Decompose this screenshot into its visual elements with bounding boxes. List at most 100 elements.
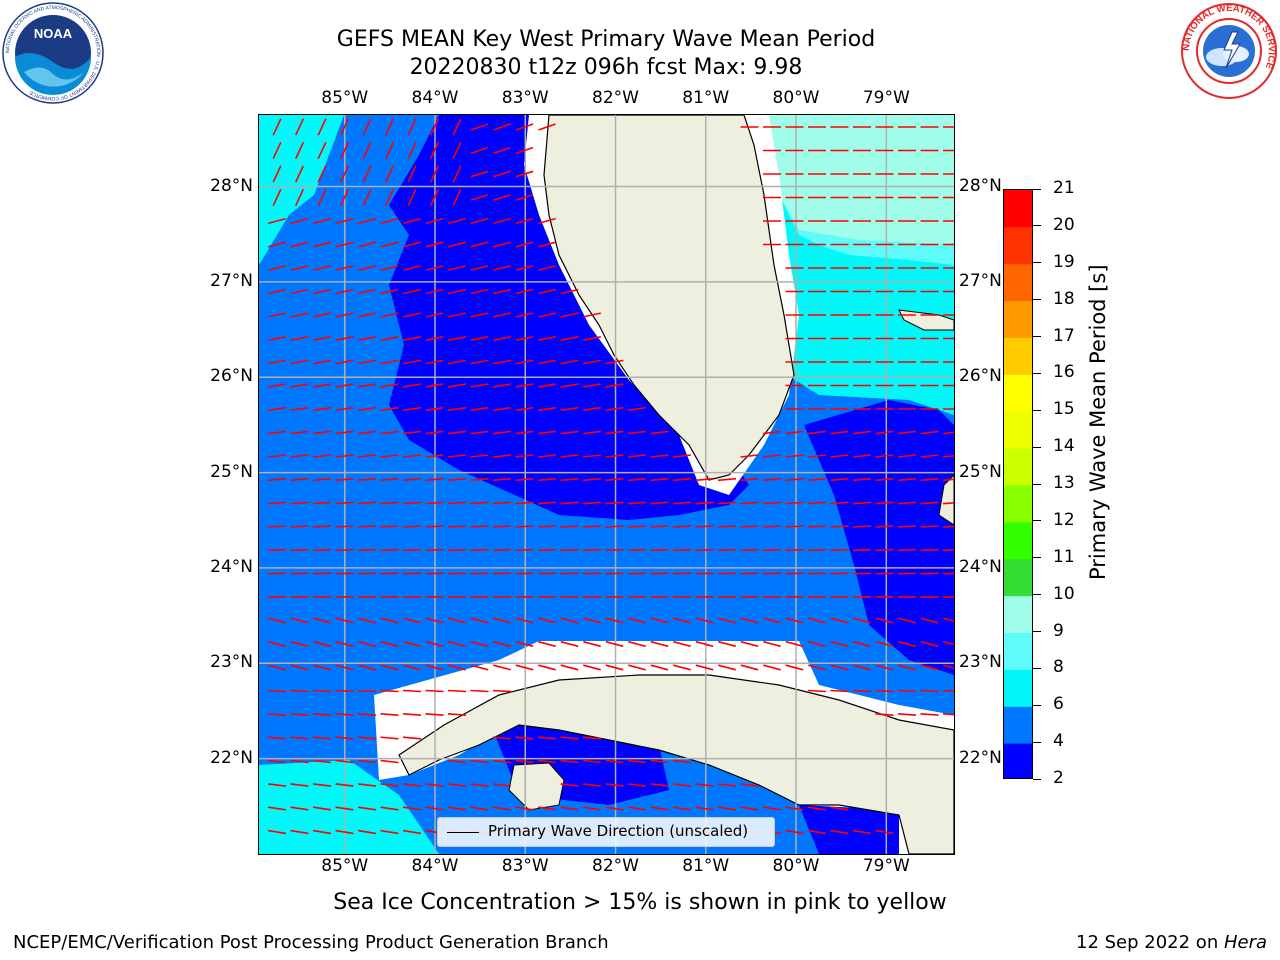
wave-arrow-198 [313, 336, 331, 341]
colorbar-tick-mark-11 [1033, 594, 1041, 596]
wave-arrow-159 [448, 288, 466, 295]
wave-arrow-662 [357, 736, 377, 740]
wave-arrow-333 [583, 454, 601, 458]
wave-arrow-645 [267, 713, 287, 716]
wave-arrow-565 [268, 640, 286, 648]
wave-arrow-246 [335, 383, 354, 388]
wave-arrow-389 [492, 501, 512, 505]
wave-arrow-324 [380, 454, 399, 458]
colorbar-tick-label-8: 13 [1053, 473, 1075, 493]
colorbar-tick-label-13: 8 [1053, 657, 1064, 678]
colorbar-segment-0 [1004, 743, 1032, 778]
wave-arrow-593 [898, 640, 916, 648]
lon-label-bottom-3: 82°W [592, 856, 639, 876]
wave-arrow-629 [312, 689, 332, 693]
wave-arrow-347 [943, 454, 954, 458]
wave-arrow-756 [785, 829, 804, 835]
wave-arrow-700 [605, 783, 624, 787]
wave-arrow-161 [493, 288, 511, 295]
wave-arrow-547 [560, 617, 579, 624]
wave-arrow-612 [628, 664, 646, 671]
wave-arrow-151 [268, 288, 286, 295]
wave-arrow-297 [380, 430, 399, 435]
wave-arrow-422 [537, 525, 557, 528]
wave-arrow-730 [785, 806, 804, 811]
wave-arrow-648 [335, 713, 354, 716]
wave-arrow-309 [650, 430, 669, 435]
chart-title-line1: GEFS MEAN Key West Primary Wave Mean Per… [336, 27, 876, 52]
wave-arrow-609 [560, 664, 579, 671]
wave-arrow-449 [447, 548, 467, 552]
wave-arrow-471 [942, 549, 954, 552]
colorbar-tick-label-4: 17 [1053, 325, 1075, 346]
wave-arrow-405 [852, 501, 872, 505]
wave-arrow-420 [492, 525, 512, 528]
wave-arrow-88 [313, 217, 331, 225]
lat-label-left-1: 27°N [210, 270, 253, 291]
wave-arrow-704 [695, 783, 714, 787]
wave-arrow-675 [380, 759, 399, 764]
wave-arrow-596 [268, 664, 286, 671]
wave-arrow-632 [380, 689, 399, 693]
wave-arrow-252 [470, 383, 489, 388]
wave-arrow-436 [852, 525, 872, 528]
wave-arrow-626 [943, 664, 954, 669]
wave-arrow-25 [317, 141, 327, 160]
wave-arrow-714 [425, 806, 444, 811]
wave-arrow-365 [650, 477, 669, 482]
wave-arrow-634 [425, 689, 444, 693]
wave-arrow-705 [718, 783, 736, 787]
wave-arrow-250 [425, 383, 444, 388]
wave-arrow-156 [380, 288, 399, 295]
wave-arrow-402 [785, 501, 804, 505]
wave-arrow-587 [763, 640, 781, 648]
wave-arrow-598 [313, 664, 331, 671]
wave-arrow-222 [335, 359, 354, 365]
wave-arrow-32 [470, 146, 489, 155]
wave-arrow-690 [335, 783, 354, 787]
wave-arrow-695 [448, 783, 466, 787]
wave-arrow-717 [492, 806, 512, 811]
wave-arrow-691 [358, 783, 376, 787]
wave-arrow-50 [407, 165, 417, 183]
wave-arrow-314 [853, 430, 871, 435]
wave-arrow-679 [515, 759, 534, 764]
wave-arrow-685 [650, 759, 669, 764]
wave-arrow-410 [267, 525, 287, 528]
colorbar-tick-mark-12 [1033, 631, 1041, 632]
wave-arrow-224 [380, 359, 399, 365]
wave-arrow-431 [740, 525, 759, 528]
colorbar-segment-11 [1004, 337, 1032, 375]
wave-arrow-278 [515, 406, 534, 412]
wave-arrow-227 [447, 359, 467, 365]
wave-arrow-735 [312, 829, 332, 835]
wave-arrow-313 [830, 430, 849, 435]
band-9-10-ne [754, 115, 954, 245]
wave-arrow-181 [448, 312, 466, 318]
wave-arrow-155 [358, 288, 376, 295]
wave-arrow-183 [493, 312, 511, 318]
wave-arrow-234 [605, 359, 624, 365]
wave-arrow-6 [407, 118, 417, 136]
wave-arrow-592 [875, 640, 894, 648]
wave-arrow-701 [628, 783, 646, 787]
wave-arrow-5 [384, 118, 395, 136]
wave-arrow-607 [515, 664, 534, 671]
wave-arrow-140 [493, 265, 511, 271]
wave-arrow-331 [538, 454, 556, 458]
wave-arrow-12 [538, 123, 556, 131]
colorbar [1003, 189, 1033, 779]
wave-arrow-630 [335, 689, 354, 693]
wave-arrow-112 [358, 241, 376, 248]
colorbar-segment-13 [1004, 263, 1032, 302]
wave-arrow-577 [538, 640, 556, 648]
lat-label-left-4: 24°N [210, 556, 253, 577]
wave-arrow-48 [362, 165, 372, 183]
band-2-4-west [389, 115, 749, 520]
wave-arrow-248 [380, 383, 399, 388]
wave-arrow-713 [402, 806, 422, 811]
wave-arrow-579 [583, 640, 601, 648]
wave-arrow-606 [493, 664, 511, 671]
colorbar-title: Primary Wave Mean Period [s] [1086, 264, 1110, 580]
wave-arrow-400 [740, 501, 759, 505]
